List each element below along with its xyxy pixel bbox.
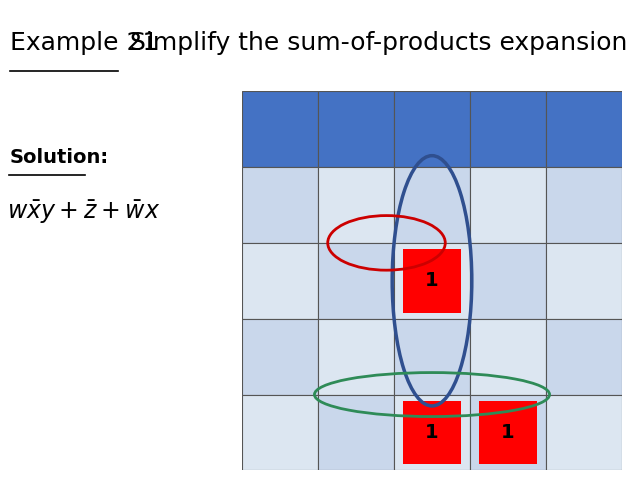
Bar [470, 91, 546, 167]
Bar [318, 395, 394, 470]
Text: Example 21: Example 21 [10, 31, 158, 55]
Text: 1: 1 [425, 271, 439, 290]
Bar [243, 319, 318, 395]
Bar [470, 243, 546, 319]
Bar [546, 319, 621, 395]
Bar [546, 243, 621, 319]
Bar [318, 91, 394, 167]
Bar [470, 319, 546, 395]
Bar [243, 167, 318, 243]
Bar [403, 249, 461, 312]
Bar [318, 243, 394, 319]
Bar [243, 91, 318, 167]
Text: Simplify the sum-of-products expansion: Simplify the sum-of-products expansion [122, 31, 627, 55]
Bar [318, 167, 394, 243]
Text: $w\bar{x}y + \bar{z} + \bar{w}x$: $w\bar{x}y + \bar{z} + \bar{w}x$ [7, 198, 160, 226]
Bar [470, 395, 546, 470]
Bar [394, 319, 470, 395]
Bar [243, 395, 318, 470]
Text: 1: 1 [425, 423, 439, 442]
Text: Solution:: Solution: [10, 148, 109, 167]
Bar [479, 401, 537, 464]
Bar [243, 243, 318, 319]
Bar [394, 243, 470, 319]
Bar [546, 167, 621, 243]
Bar [394, 395, 470, 470]
Bar [546, 91, 621, 167]
Bar [394, 167, 470, 243]
Text: 1: 1 [501, 423, 515, 442]
Bar [403, 401, 461, 464]
Bar [318, 319, 394, 395]
Bar [470, 167, 546, 243]
Bar [394, 91, 470, 167]
Bar [546, 395, 621, 470]
